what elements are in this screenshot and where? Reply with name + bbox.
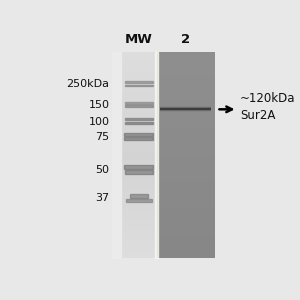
Bar [112,52,121,258]
Text: ~120kDa
Sur2A: ~120kDa Sur2A [240,92,295,122]
Bar [125,85,153,86]
Bar [125,122,153,124]
Bar [125,101,153,103]
Bar [124,137,153,140]
Bar [126,199,152,202]
Text: MW: MW [125,33,153,46]
Bar [125,170,153,174]
Text: 75: 75 [95,133,110,142]
Text: 150: 150 [88,100,110,110]
Text: 50: 50 [96,165,110,176]
Text: 2: 2 [181,33,190,46]
Bar [124,166,153,169]
Bar [125,105,153,107]
Bar [124,133,153,136]
Text: 100: 100 [88,117,110,127]
Bar [125,81,153,83]
Text: 250kDa: 250kDa [67,79,110,89]
Bar [130,194,148,198]
Bar [155,52,158,258]
Bar [125,118,153,120]
Text: 37: 37 [95,193,110,203]
